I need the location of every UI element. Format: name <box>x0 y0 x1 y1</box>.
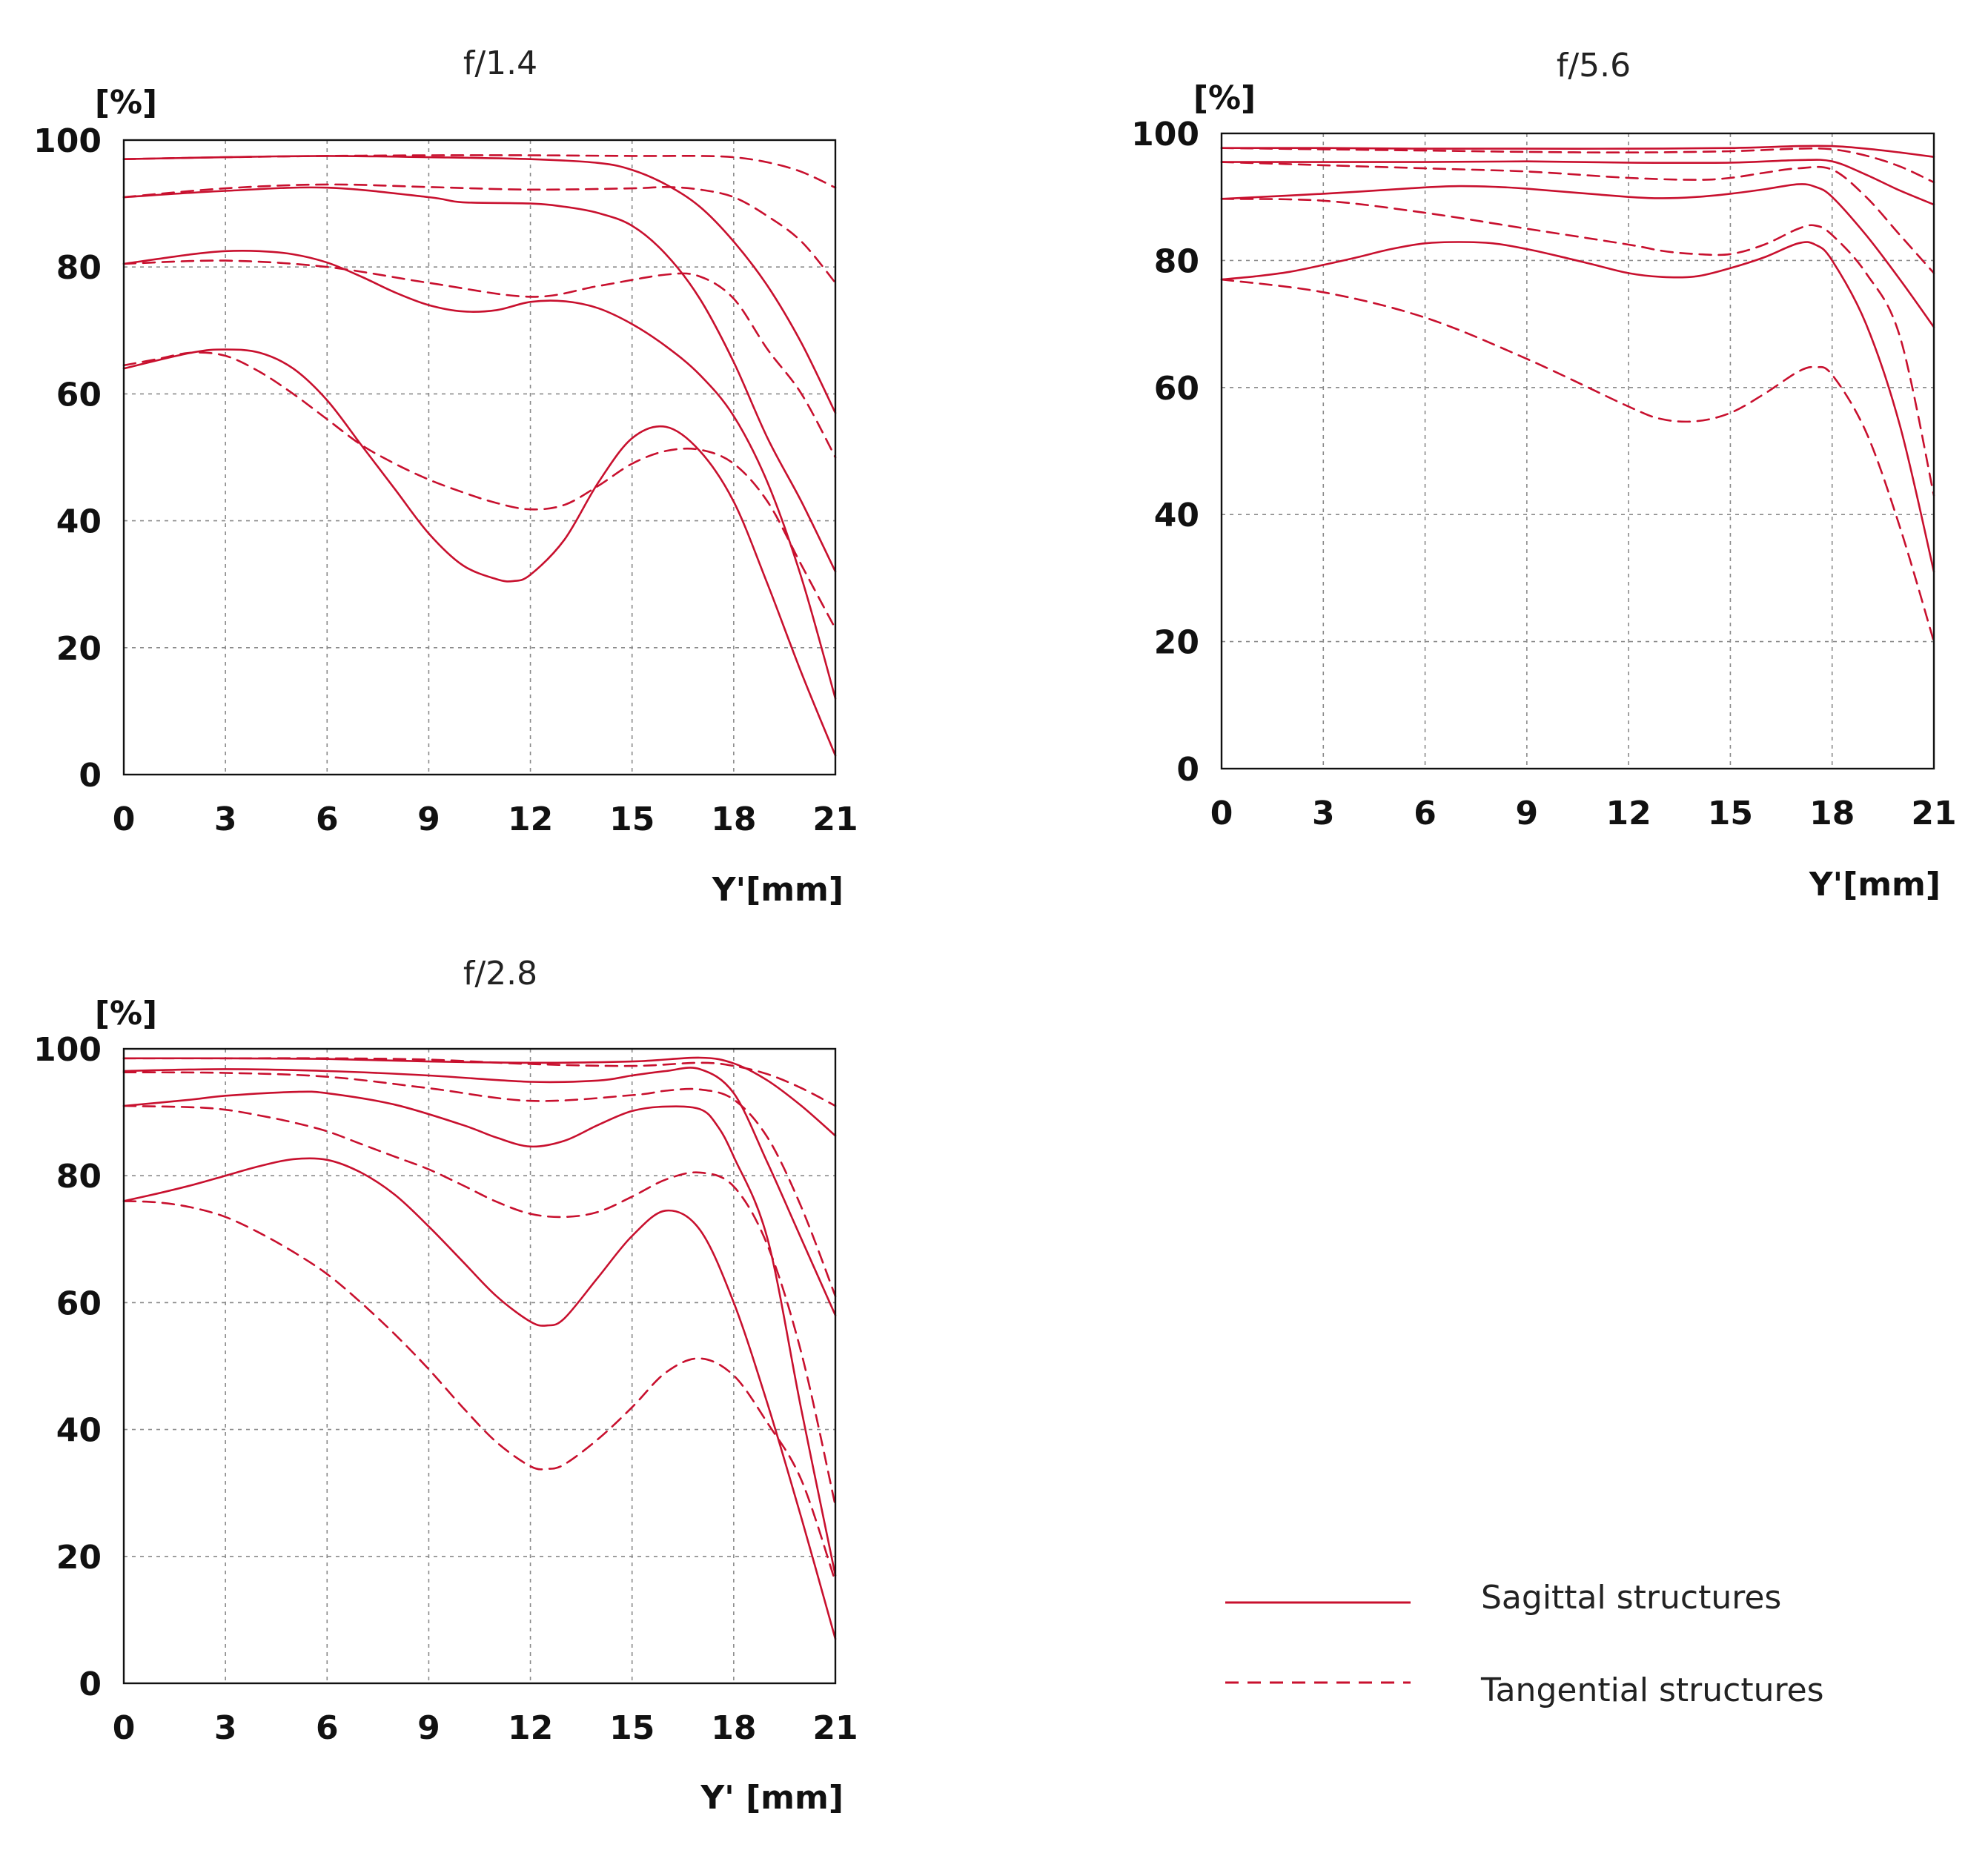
sagittal-curve <box>1220 159 1935 206</box>
tangential-curve <box>122 259 837 459</box>
y-tick-label: 40 <box>56 1412 102 1450</box>
x-tick-label: 12 <box>508 1709 553 1747</box>
x-axis-label: Y' [mm] <box>700 1779 844 1817</box>
x-tick-label: 21 <box>812 1709 858 1747</box>
y-tick-label: 20 <box>56 1539 102 1577</box>
y-tick-label: 0 <box>1176 751 1199 789</box>
tangential-curve <box>1220 278 1935 643</box>
x-tick-label: 15 <box>609 1709 655 1747</box>
y-tick-label: 80 <box>1154 242 1199 280</box>
y-tick-label: 40 <box>56 503 102 541</box>
tangential-curve <box>122 183 837 284</box>
x-tick-label: 6 <box>316 1709 339 1747</box>
grid <box>1222 133 1934 769</box>
tangential-curve <box>122 1200 837 1583</box>
x-tick-label: 6 <box>1414 795 1437 832</box>
y-tick-label: 100 <box>33 122 102 160</box>
x-tick-label: 9 <box>417 801 440 838</box>
tangential-curve <box>122 351 837 630</box>
y-tick-label: 60 <box>56 376 102 414</box>
x-tick-label: 0 <box>113 1709 136 1747</box>
y-tick-label: 100 <box>33 1031 102 1069</box>
curves <box>122 1056 837 1640</box>
x-tick-label: 15 <box>609 801 655 838</box>
sagittal-curve <box>122 1157 837 1640</box>
sagittal-curve <box>1220 183 1935 328</box>
x-tick-label: 15 <box>1708 795 1753 832</box>
sagittal-curve <box>122 1090 837 1577</box>
chart-f5-6: f/5.6 [%] Y'[mm] 0 3 6 9 12 15 18 21 0 20 40 60 80 10… <box>1131 47 1956 904</box>
x-axis-label: Y'[mm] <box>712 871 844 909</box>
plot-frame <box>122 1047 837 1685</box>
y-tick-label: 20 <box>1154 624 1199 662</box>
x-tick-label: 12 <box>1606 795 1651 832</box>
y-tick-label: 80 <box>56 249 102 287</box>
x-tick-label: 3 <box>214 1709 237 1747</box>
sagittal-curve <box>122 348 837 757</box>
chart-f1-4: f/1.4 [%] Y'[mm] 0 3 6 9 12 15 18 21 0 20 40 60 80 10… <box>33 44 858 909</box>
y-axis-label: [%] <box>1193 79 1256 117</box>
x-tick-label: 18 <box>711 1709 756 1747</box>
y-tick-label: 60 <box>56 1285 102 1322</box>
legend-tangential-label: Tangential structures <box>1480 1671 1824 1709</box>
plot-frame <box>1220 132 1935 770</box>
legend-sagittal-label: Sagittal structures <box>1481 1579 1781 1617</box>
x-tick-label: 3 <box>214 801 237 838</box>
sagittal-curve <box>1220 145 1935 158</box>
curves <box>122 154 837 757</box>
x-tick-label: 9 <box>1516 795 1539 832</box>
tick-labels: 0 3 6 9 12 15 18 21 0 20 40 60 80 100 <box>33 1031 858 1747</box>
y-tick-label: 20 <box>56 630 102 668</box>
x-tick-label: 0 <box>113 801 136 838</box>
tangential-curve <box>122 154 837 189</box>
chart-f2-8: f/2.8 [%] Y' [mm] 0 3 6 9 12 15 18 21 0 20 40 60 80 1… <box>33 955 858 1817</box>
tick-labels: 0 3 6 9 12 15 18 21 0 20 40 60 80 100 <box>1131 116 1956 832</box>
sagittal-curve <box>122 1067 837 1316</box>
chart-title: f/5.6 <box>1557 47 1631 84</box>
x-tick-label: 6 <box>316 801 339 838</box>
x-tick-label: 3 <box>1312 795 1335 832</box>
y-tick-label: 0 <box>79 1666 102 1703</box>
x-tick-label: 12 <box>508 801 553 838</box>
chart-title: f/1.4 <box>463 44 537 82</box>
chart-title: f/2.8 <box>463 955 537 992</box>
sagittal-curve <box>122 249 837 700</box>
tangential-curve <box>1220 198 1935 497</box>
tangential-curve <box>1220 147 1935 184</box>
y-tick-label: 100 <box>1131 116 1199 153</box>
curves <box>1220 145 1935 643</box>
sagittal-curve <box>1220 241 1935 573</box>
tangential-curve <box>122 1071 837 1298</box>
tangential-curve <box>122 1104 837 1507</box>
y-axis-label: [%] <box>95 995 157 1033</box>
y-tick-label: 60 <box>1154 370 1199 408</box>
x-tick-label: 0 <box>1210 795 1233 832</box>
x-tick-label: 21 <box>812 801 858 838</box>
tick-labels: 0 3 6 9 12 15 18 21 0 20 40 60 80 100 <box>33 122 858 838</box>
y-tick-label: 40 <box>1154 497 1199 534</box>
x-tick-label: 21 <box>1911 795 1956 832</box>
tangential-curve <box>122 1057 837 1107</box>
y-tick-label: 0 <box>79 757 102 795</box>
plot-frame <box>122 139 837 776</box>
legend: Sagittal structures Tangential structure… <box>1225 1579 1824 1709</box>
y-axis-label: [%] <box>95 84 157 122</box>
tangential-curve <box>1220 161 1935 274</box>
x-tick-label: 9 <box>417 1709 440 1747</box>
x-tick-label: 18 <box>711 801 756 838</box>
x-tick-label: 18 <box>1809 795 1855 832</box>
y-tick-label: 80 <box>56 1158 102 1196</box>
sagittal-curve <box>122 186 837 573</box>
x-axis-label: Y'[mm] <box>1809 866 1941 904</box>
